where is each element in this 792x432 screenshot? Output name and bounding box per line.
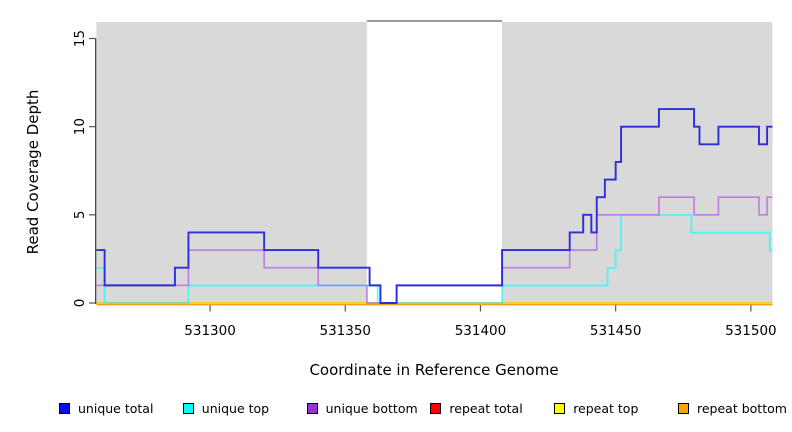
legend-label-unique-top: unique top [201, 400, 270, 416]
legend-swatch-repeat-top [554, 402, 566, 414]
legend-item-unique-top: unique top [182, 400, 270, 416]
legend-item-unique-total: unique total [59, 400, 154, 416]
x-tick-label: 531300 [184, 323, 236, 339]
y-axis-label: Read Coverage Depth [24, 89, 42, 255]
series-line-unique-bottom [96, 196, 773, 304]
legend-label-unique-total: unique total [78, 400, 154, 416]
legend-label-repeat-top: repeat top [573, 400, 639, 416]
legend-swatch-repeat-total [430, 402, 442, 414]
x-tick-label: 531450 [590, 323, 642, 339]
legend-swatch-unique-top [182, 402, 194, 414]
y-tick-label: 0 [72, 299, 88, 308]
legend-item-unique-bottom: unique bottom [306, 400, 418, 416]
series-line-unique-top [96, 214, 773, 305]
legend-label-repeat-bottom: repeat bottom [697, 400, 787, 416]
legend-item-repeat-total: repeat total [430, 400, 523, 416]
y-tick-label: 5 [72, 211, 88, 220]
highlight-band [366, 22, 503, 305]
legend-label-repeat-total: repeat total [449, 400, 523, 416]
x-tick-label: 531350 [319, 323, 371, 339]
series-line-unique-total [96, 108, 773, 304]
y-tick-label: 10 [72, 118, 88, 135]
legend-item-repeat-top: repeat top [554, 400, 639, 416]
legend-swatch-unique-bottom [306, 402, 318, 414]
x-axis-label: Coordinate in Reference Genome [309, 361, 559, 379]
legend-label-unique-bottom: unique bottom [325, 400, 418, 416]
y-tick-label: 15 [72, 30, 88, 47]
legend-swatch-repeat-bottom [678, 402, 689, 414]
x-tick-label: 531400 [455, 323, 507, 339]
chart-legend: unique total unique top unique bottom repea… [0, 401, 792, 417]
legend-item-repeat-bottom: repeat bottom [678, 400, 787, 416]
x-tick-label: 531500 [725, 323, 777, 339]
legend-swatch-unique-total [59, 402, 70, 414]
